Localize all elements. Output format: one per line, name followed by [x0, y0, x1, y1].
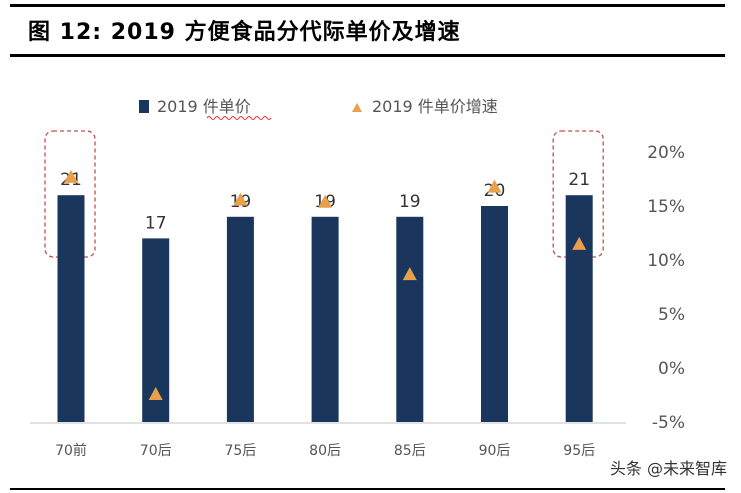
growth-triangle-marker	[233, 192, 248, 206]
watermark: 头条 @未来智库	[609, 455, 727, 479]
bar-data-label: 17	[145, 213, 167, 233]
legend-label: 2019 件单价	[157, 97, 251, 116]
growth-triangle-marker	[148, 387, 163, 400]
title-bottom-rule	[10, 54, 725, 57]
x-tick-label: 70前	[55, 442, 87, 459]
y-right-tick-label: 10%	[647, 251, 685, 271]
title-top-rule	[10, 4, 725, 7]
legend-bar-swatch	[139, 100, 149, 113]
x-tick-label: 80后	[309, 443, 341, 459]
growth-triangle-marker	[402, 267, 417, 281]
bar	[226, 216, 254, 422]
growth-triangle-marker	[64, 169, 78, 183]
x-tick-label: 95后	[563, 443, 595, 459]
bar-data-label: 21	[568, 170, 590, 190]
bar	[565, 195, 593, 422]
bar	[396, 216, 424, 422]
legend-triangle-swatch	[352, 103, 362, 112]
x-tick-label: 75后	[224, 443, 256, 459]
x-tick-label: 90后	[479, 443, 511, 459]
figure-title: 图 12: 2019 方便食品分代际单价及增速	[28, 20, 461, 45]
growth-triangle-marker	[572, 236, 587, 250]
x-tick-label: 85后	[394, 443, 426, 459]
bar-data-label: 19	[399, 192, 421, 212]
growth-triangle-marker	[318, 194, 333, 208]
legend-label: 2019 件单价增速	[372, 97, 498, 116]
growth-triangle-marker	[487, 179, 502, 193]
y-right-tick-label: 0%	[658, 359, 685, 379]
y-right-tick-label: 5%	[658, 305, 685, 325]
bar	[57, 195, 85, 422]
y-right-tick-label: -5%	[652, 413, 685, 433]
y-right-tick-label: 15%	[647, 197, 685, 217]
spellcheck-underline	[206, 116, 272, 120]
y-right-tick-label: 20%	[647, 143, 685, 163]
bar	[311, 216, 339, 422]
x-tick-label: 70后	[140, 443, 172, 459]
bar	[481, 206, 508, 422]
figure-bottom-rule	[10, 488, 725, 490]
